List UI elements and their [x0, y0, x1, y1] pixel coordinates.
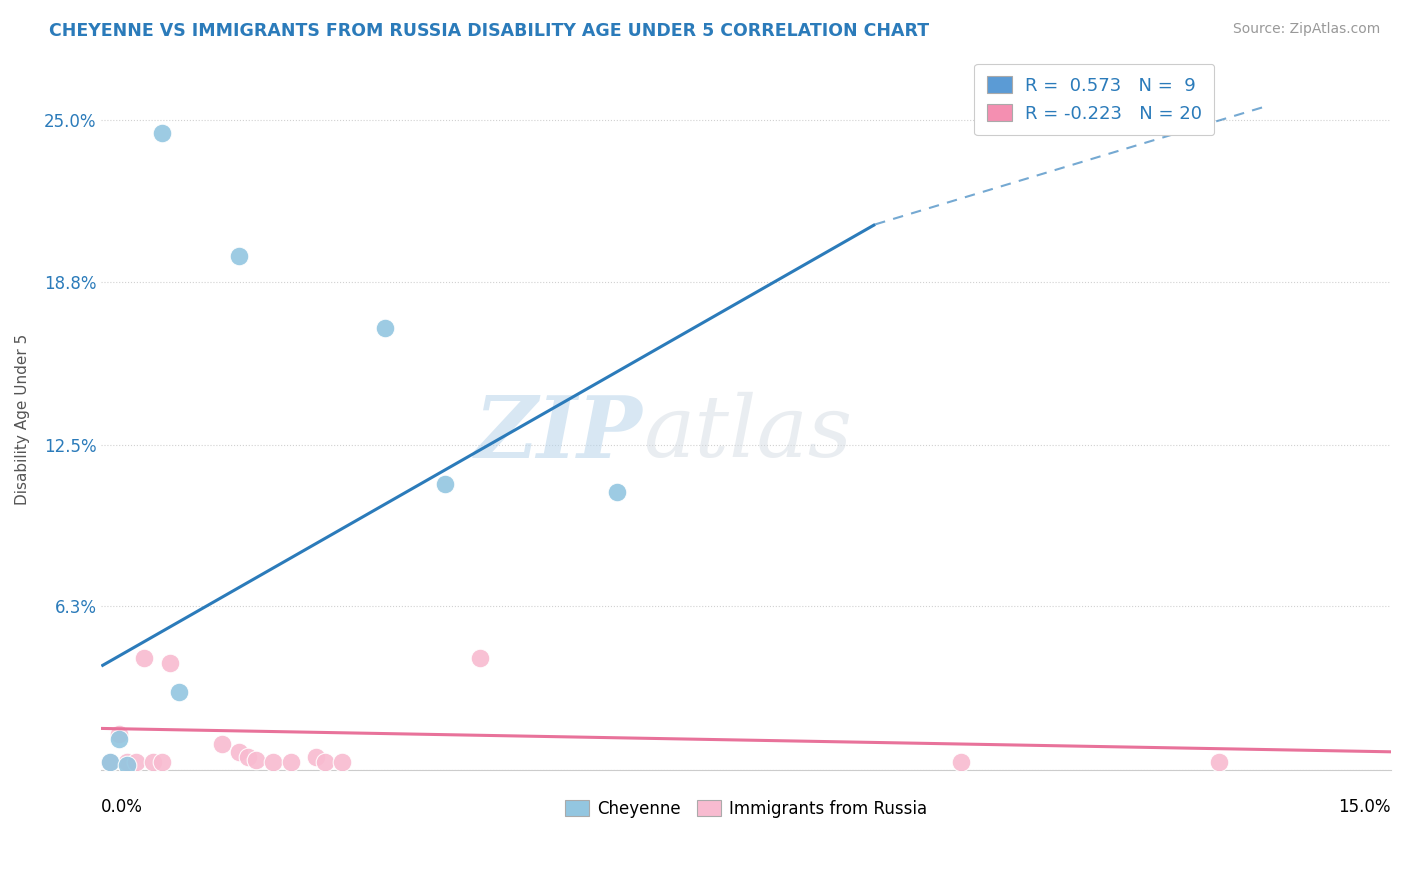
Point [107, 731, 129, 746]
Point [468, 651, 491, 665]
Text: atlas: atlas [643, 392, 852, 475]
Point [245, 753, 267, 767]
Point [434, 477, 457, 491]
Point [280, 755, 302, 769]
Point [98, 755, 121, 769]
Y-axis label: Disability Age Under 5: Disability Age Under 5 [15, 334, 30, 505]
Point [330, 755, 353, 769]
Text: 15.0%: 15.0% [1339, 798, 1391, 816]
Point [211, 737, 233, 751]
Point [159, 657, 181, 671]
Point [374, 321, 396, 335]
Text: Source: ZipAtlas.com: Source: ZipAtlas.com [1233, 22, 1381, 37]
Point [167, 685, 190, 699]
Text: CHEYENNE VS IMMIGRANTS FROM RUSSIA DISABILITY AGE UNDER 5 CORRELATION CHART: CHEYENNE VS IMMIGRANTS FROM RUSSIA DISAB… [49, 22, 929, 40]
Point [236, 750, 259, 764]
Point [606, 485, 628, 500]
Point [228, 745, 250, 759]
Point [314, 755, 336, 769]
Point [950, 755, 973, 769]
Point [134, 651, 156, 665]
Text: 0.0%: 0.0% [101, 798, 143, 816]
Point [228, 249, 250, 263]
Point [150, 755, 173, 769]
Point [125, 755, 148, 769]
Point [142, 755, 165, 769]
Point [150, 127, 173, 141]
Point [115, 757, 138, 772]
Point [98, 755, 121, 769]
Point [305, 750, 328, 764]
Point [107, 726, 129, 740]
Point [1208, 755, 1230, 769]
Text: ZIP: ZIP [475, 392, 643, 475]
Legend: Cheyenne, Immigrants from Russia: Cheyenne, Immigrants from Russia [558, 794, 934, 825]
Point [115, 755, 138, 769]
Point [262, 755, 284, 769]
